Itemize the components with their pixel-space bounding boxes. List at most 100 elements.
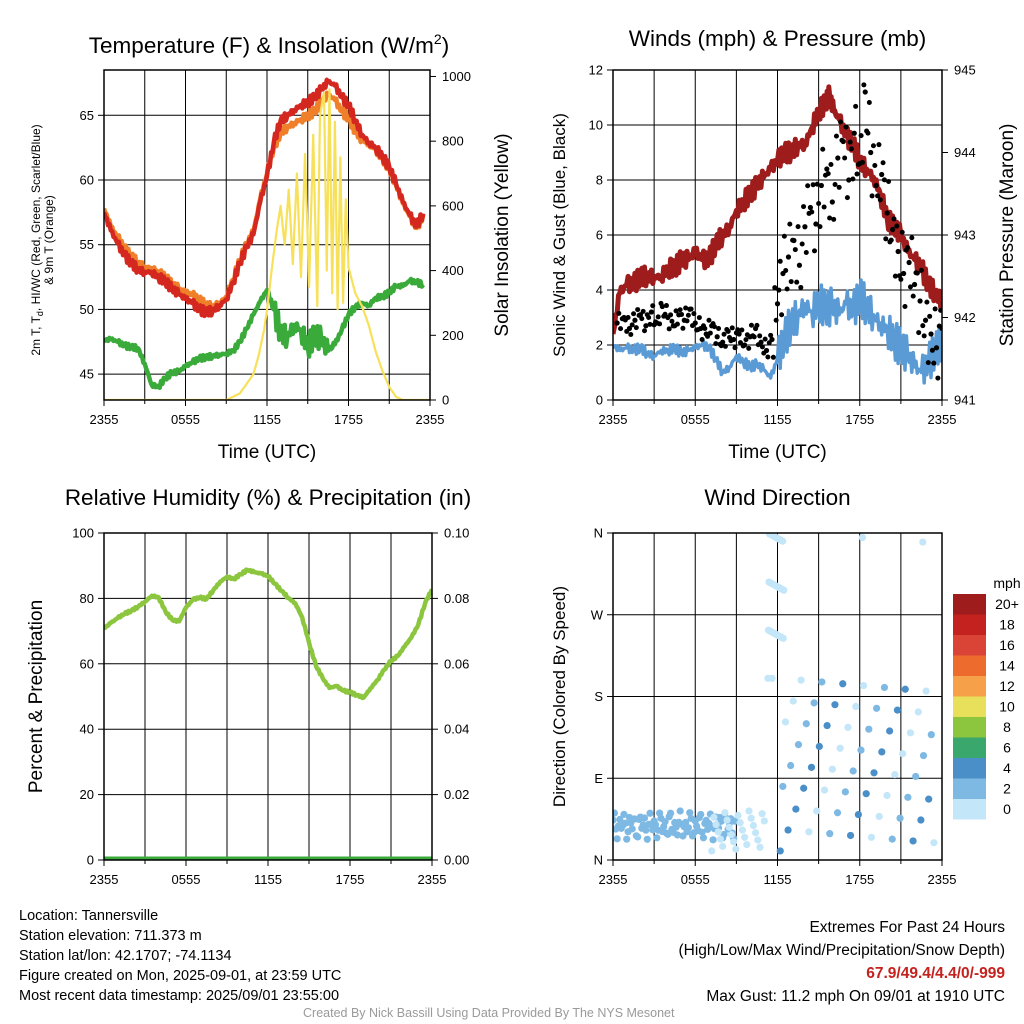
gust-point xyxy=(832,182,838,188)
direction-point xyxy=(747,814,755,822)
gust-point xyxy=(761,350,767,356)
direction-point xyxy=(823,721,831,730)
temp-y2-tick-label: 0 xyxy=(442,393,449,408)
legend-swatch xyxy=(953,594,986,615)
gust-point xyxy=(880,160,886,166)
gust-point xyxy=(813,221,819,227)
gust-point xyxy=(844,195,850,201)
gust-point xyxy=(916,330,922,336)
gust-point xyxy=(891,216,897,222)
gust-point xyxy=(629,322,635,328)
direction-point xyxy=(714,828,722,836)
gust-point xyxy=(618,326,624,332)
gust-point xyxy=(799,241,805,247)
rh-y-tick-label: 60 xyxy=(80,656,94,671)
legend-label: 14 xyxy=(999,658,1015,674)
gust-point xyxy=(718,343,724,349)
recent-data-text: Most recent data timestamp: 2025/09/01 2… xyxy=(19,988,340,1004)
temp-x-tick-label: 0555 xyxy=(171,412,200,427)
gust-point xyxy=(859,159,865,165)
wind-series-line xyxy=(613,84,942,335)
gust-point xyxy=(847,139,853,145)
direction-point xyxy=(710,813,718,821)
direction-point xyxy=(912,772,920,781)
svg-text:2m T, Td, HI/WC (Red, Green, S: 2m T, Td, HI/WC (Red, Green, Scarlet/Blu… xyxy=(29,124,45,355)
gust-point xyxy=(820,146,826,152)
direction-point xyxy=(634,833,642,841)
direction-point xyxy=(738,826,747,834)
gust-point xyxy=(729,325,735,331)
gust-point xyxy=(713,341,719,347)
gust-point xyxy=(922,317,929,323)
direction-point xyxy=(734,811,742,820)
legend-label: 20+ xyxy=(995,596,1019,612)
dir-y-tick-label: E xyxy=(594,771,603,786)
gust-point xyxy=(894,223,900,229)
direction-point xyxy=(732,845,740,853)
wind-y2-tick-label: 942 xyxy=(954,310,976,325)
legend-swatch xyxy=(953,676,986,697)
gust-point xyxy=(931,360,937,366)
dir-y-tick-label: N xyxy=(594,526,603,541)
rh-y2-tick-label: 0.10 xyxy=(444,526,469,541)
legend-label: 16 xyxy=(999,637,1015,653)
gust-point xyxy=(685,312,691,318)
temp-y-tick-label: 65 xyxy=(80,108,94,123)
wind-y2-tick-label: 941 xyxy=(954,393,976,408)
gust-point xyxy=(802,224,808,230)
direction-point xyxy=(642,826,650,834)
gust-point xyxy=(707,330,713,336)
gust-point xyxy=(831,216,837,222)
direction-point xyxy=(807,763,816,771)
gust-point xyxy=(876,142,882,148)
direction-point xyxy=(623,835,631,843)
gust-point xyxy=(755,342,761,348)
gust-point xyxy=(869,193,875,199)
legend-label: 6 xyxy=(1003,740,1011,756)
rh-y-label: Percent & Precipitation xyxy=(26,600,47,793)
gust-point xyxy=(754,322,760,328)
direction-point xyxy=(719,842,727,850)
gust-point xyxy=(766,340,772,346)
direction-point xyxy=(736,819,744,827)
direction-point xyxy=(922,687,930,695)
gust-point xyxy=(706,317,712,323)
legend-label: 0 xyxy=(1003,801,1011,817)
gust-point xyxy=(858,133,864,139)
direction-point xyxy=(833,809,842,817)
gust-point xyxy=(833,133,839,139)
wind-y-label: Sonic Wind & Gust (Blue, Black) xyxy=(550,113,569,357)
direction-point xyxy=(643,835,651,843)
direction-point xyxy=(867,833,876,841)
direction-point xyxy=(836,744,844,752)
gust-point xyxy=(936,323,942,329)
rh-y-tick-label: 100 xyxy=(72,526,94,541)
legend-swatch xyxy=(953,737,986,758)
direction-point xyxy=(789,697,797,705)
legend-label: 12 xyxy=(999,678,1015,694)
legend-label: 4 xyxy=(1003,760,1011,776)
extremes-title: Extremes For Past 24 Hours xyxy=(809,919,1005,936)
gust-point xyxy=(688,306,694,312)
direction-point xyxy=(818,678,826,686)
temp-series-line xyxy=(104,90,426,314)
legend-swatch xyxy=(953,614,986,635)
gust-point xyxy=(873,182,879,189)
direction-point xyxy=(727,830,736,839)
gust-point xyxy=(751,334,757,340)
gust-point xyxy=(807,204,814,211)
rh-x-tick-label: 1755 xyxy=(336,872,365,887)
direction-point xyxy=(858,533,867,542)
rh-title: Relative Humidity (%) & Precipitation (i… xyxy=(65,485,471,510)
gust-point xyxy=(666,326,672,332)
svg-text:& 9m T (Orange): & 9m T (Orange) xyxy=(42,195,56,285)
direction-point xyxy=(716,835,725,843)
gust-point xyxy=(886,179,892,185)
elevation-text: Station elevation: 711.373 m xyxy=(19,928,202,944)
gust-point xyxy=(668,312,674,318)
gust-point xyxy=(646,315,652,321)
rh-y-tick-label: 80 xyxy=(80,591,94,606)
direction-point xyxy=(730,838,738,846)
gust-point xyxy=(765,354,771,360)
gust-point xyxy=(768,332,774,338)
